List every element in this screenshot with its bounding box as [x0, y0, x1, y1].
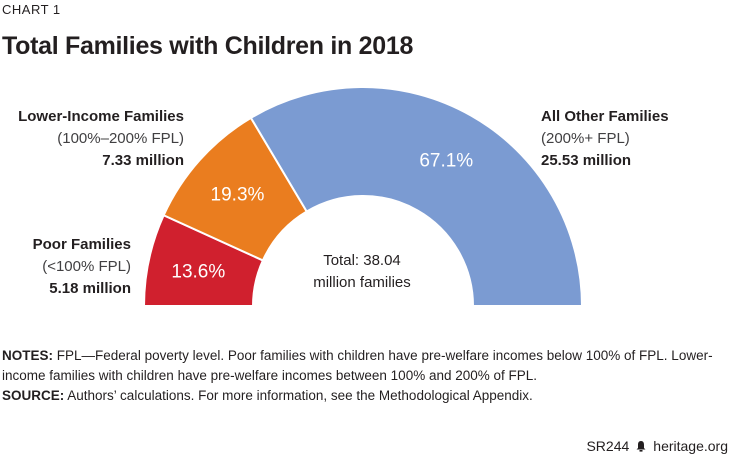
- slice-label-poor-families: 13.6%: [171, 261, 225, 282]
- legend-poor-name: Poor Families: [32, 236, 131, 253]
- chart-kicker: CHART 1: [2, 2, 61, 17]
- footer: SR244 heritage.org: [586, 438, 728, 454]
- source-label: SOURCE:: [2, 388, 65, 403]
- notes-paragraph: NOTES: FPL—Federal poverty level. Poor f…: [2, 346, 732, 386]
- notes-label: NOTES:: [2, 348, 54, 363]
- chart-slice-labels: 13.6% 19.3% 67.1%: [171, 151, 473, 283]
- center-total-label: Total: 38.04 million families: [292, 250, 432, 294]
- source-text: Authors’ calculations. For more informat…: [67, 388, 533, 403]
- chart-notes: NOTES: FPL—Federal poverty level. Poor f…: [2, 346, 732, 406]
- legend-lower-income: Lower-Income Families (100%–200% FPL) 7.…: [18, 106, 184, 172]
- slice-label-all-other-families: 67.1%: [419, 151, 473, 172]
- report-id: SR244: [586, 438, 630, 454]
- notes-text: FPL—Federal poverty level. Poor families…: [2, 348, 713, 383]
- legend-all-other-count: 25.53 million: [541, 152, 632, 169]
- legend-all-other: All Other Families (200%+ FPL) 25.53 mil…: [541, 106, 669, 172]
- source-paragraph: SOURCE: Authors’ calculations. For more …: [2, 386, 732, 406]
- legend-all-other-name: All Other Families: [541, 108, 669, 125]
- legend-lower-income-count: 7.33 million: [102, 152, 184, 169]
- slice-all-other-families: [249, 86, 584, 307]
- legend-all-other-range: (200%+ FPL): [541, 130, 630, 147]
- chart-slices: [142, 86, 584, 307]
- legend-poor: Poor Families (<100% FPL) 5.18 million: [33, 234, 131, 300]
- site-link[interactable]: heritage.org: [653, 438, 728, 454]
- center-total-line2: million families: [313, 274, 411, 291]
- legend-lower-income-range: (100%–200% FPL): [57, 130, 184, 147]
- legend-lower-income-name: Lower-Income Families: [18, 108, 184, 125]
- center-total-line1: Total: 38.04: [323, 252, 401, 269]
- legend-poor-range: (<100% FPL): [42, 258, 131, 275]
- legend-poor-count: 5.18 million: [49, 280, 131, 297]
- chart-title: Total Families with Children in 2018: [2, 32, 414, 60]
- liberty-bell-icon: [636, 441, 646, 452]
- slice-label-lower-income-families: 19.3%: [211, 185, 265, 206]
